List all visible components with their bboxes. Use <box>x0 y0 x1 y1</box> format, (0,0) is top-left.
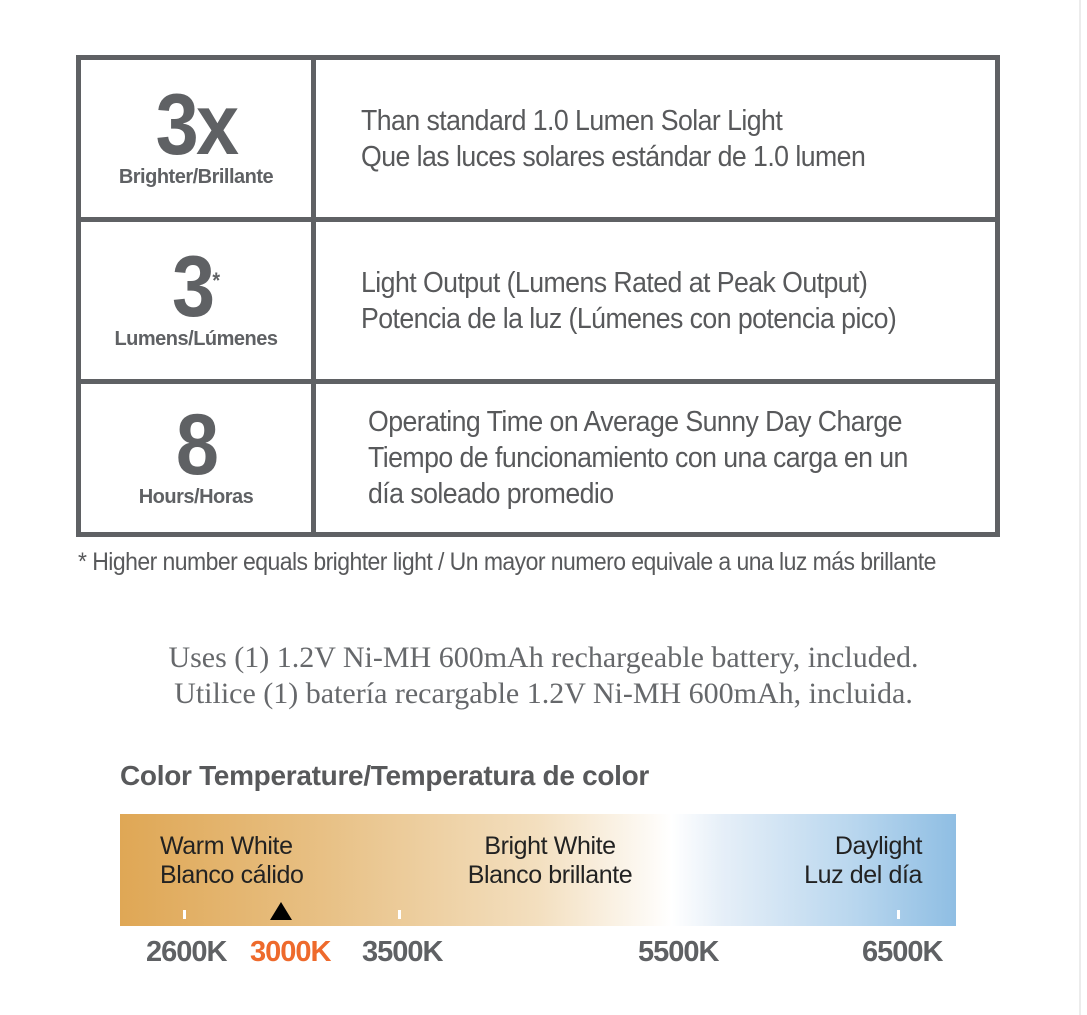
battery-line-es: Utilice (1) batería recargable 1.2V Ni-M… <box>174 677 913 710</box>
description-line: Potencia de la luz (Lúmenes con potencia… <box>361 302 897 335</box>
description-line: Light Output (Lumens Rated at Peak Outpu… <box>361 266 868 299</box>
value-number: 3 <box>171 239 215 335</box>
spec-value: 3x <box>155 77 239 173</box>
zone-label: Warm White <box>160 832 293 860</box>
spec-table: 3x Brighter/Brillante Than standard 1.0 … <box>76 55 1000 537</box>
zone-label: Blanco cálido <box>160 861 304 889</box>
scale-label-selected: 3000K <box>250 936 331 968</box>
spec-row-brightness: 3x Brighter/Brillante Than standard 1.0 … <box>81 60 995 222</box>
color-temp-title: Color Temperature/Temperatura de color <box>120 760 650 791</box>
selected-marker-triangle-icon <box>270 902 292 920</box>
spec-description: Light Output (Lumens Rated at Peak Outpu… <box>361 222 897 379</box>
tick-3500k <box>398 910 401 919</box>
spec-value-cell: 3x Brighter/Brillante <box>81 60 316 217</box>
description-line: Than standard 1.0 Lumen Solar Light <box>361 104 783 137</box>
zone-label: Bright White <box>484 832 616 860</box>
tick-6500k <box>897 910 900 919</box>
zone-bright-white: Bright White Blanco brillante <box>420 832 680 890</box>
spec-value-cell: 3* Lumens/Lúmenes <box>81 222 316 379</box>
battery-info: Uses (1) 1.2V Ni-MH 600mAh rechargeable … <box>0 640 1087 712</box>
spec-row-lumens: 3* Lumens/Lúmenes Light Output (Lumens R… <box>81 222 995 384</box>
description-line: Operating Time on Average Sunny Day Char… <box>368 406 903 438</box>
footnote: * Higher number equals brighter light / … <box>78 548 936 576</box>
tick-2600k <box>183 910 186 919</box>
battery-line-en: Uses (1) 1.2V Ni-MH 600mAh rechargeable … <box>168 641 919 674</box>
spec-value: 3* <box>93 244 300 330</box>
zone-label: Daylight <box>834 832 923 860</box>
scale-label: 6500K <box>862 936 943 968</box>
tick-5500k <box>670 910 673 919</box>
footnote-asterisk: * <box>212 268 221 293</box>
scale-label: 2600K <box>146 936 227 968</box>
zone-label: Luz del día <box>804 861 922 889</box>
spec-value: 8 <box>175 397 219 493</box>
spec-description: Than standard 1.0 Lumen Solar Light Que … <box>361 60 866 217</box>
color-temp-gradient-bar: Warm White Blanco cálido Bright White Bl… <box>120 814 956 926</box>
description-line: Tiempo de funcionamiento con una carga e… <box>368 442 908 474</box>
spec-value-cell: 8 Hours/Horas <box>81 384 316 532</box>
spec-unit: Hours/Horas <box>138 486 254 508</box>
scale-label: 5500K <box>638 936 719 968</box>
page-edge <box>1079 0 1081 1015</box>
description-line: Que las luces solares estándar de 1.0 lu… <box>361 140 866 173</box>
zone-label: Blanco brillante <box>467 861 633 889</box>
spec-row-hours: 8 Hours/Horas Operating Time on Average … <box>81 384 995 532</box>
description-line: día soleado promedio <box>368 478 614 510</box>
zone-daylight: Daylight Luz del día <box>804 832 922 890</box>
spec-unit: Lumens/Lúmenes <box>114 328 278 350</box>
spec-description: Operating Time on Average Sunny Day Char… <box>368 384 908 532</box>
scale-label: 3500K <box>362 936 443 968</box>
spec-unit: Brighter/Brillante <box>118 166 274 188</box>
zone-warm-white: Warm White Blanco cálido <box>160 832 304 890</box>
